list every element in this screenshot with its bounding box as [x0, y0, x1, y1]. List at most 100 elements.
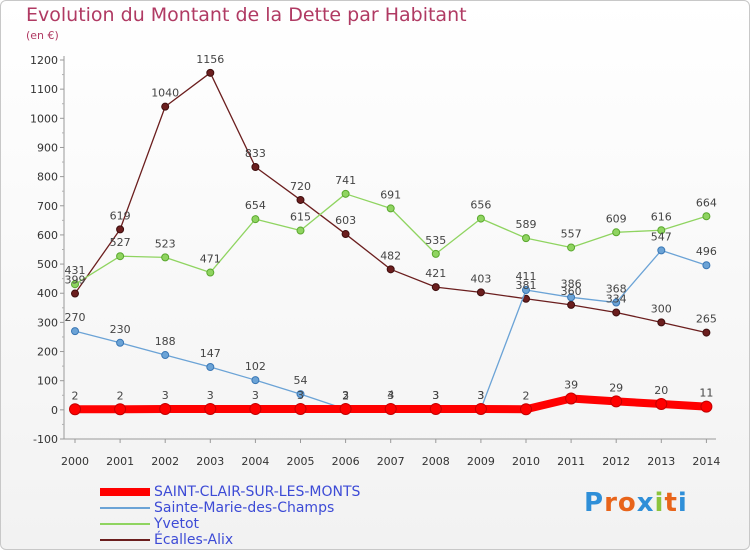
- x-tick-label: 2009: [467, 455, 495, 468]
- data-label: 403: [470, 272, 491, 285]
- data-label: 3: [297, 389, 304, 402]
- data-label: 102: [245, 360, 266, 373]
- data-point-series-0: [700, 400, 713, 413]
- x-tick-label: 2010: [512, 455, 540, 468]
- data-label: 2: [117, 389, 124, 402]
- y-tick-label: 1100: [30, 83, 58, 96]
- data-label: 2: [72, 389, 79, 402]
- data-label: 431: [65, 264, 86, 277]
- data-point-series-0: [204, 402, 217, 415]
- data-point-series-3: [116, 225, 125, 234]
- data-label: 421: [425, 267, 446, 280]
- data-point-series-1: [251, 376, 260, 385]
- data-label: 3: [162, 389, 169, 402]
- data-label: 615: [290, 211, 311, 224]
- x-tick-label: 2011: [557, 455, 585, 468]
- data-point-series-3: [161, 102, 170, 111]
- data-point-series-3: [386, 265, 395, 274]
- data-label: 589: [516, 218, 537, 231]
- data-point-series-2: [476, 214, 485, 223]
- data-label: 334: [606, 292, 627, 305]
- data-label: 523: [155, 237, 176, 250]
- y-tick-label: 800: [37, 171, 58, 184]
- data-point-series-2: [206, 268, 215, 277]
- data-point-series-3: [251, 162, 260, 171]
- data-point-series-1: [702, 261, 711, 270]
- data-point-series-1: [612, 298, 621, 307]
- data-point-series-2: [71, 280, 79, 289]
- data-label: 411: [516, 270, 537, 283]
- data-point-series-1: [567, 293, 576, 302]
- x-tick-label: 2000: [61, 455, 89, 468]
- data-label: 300: [651, 302, 672, 315]
- data-label: 399: [65, 274, 86, 287]
- data-point-series-2: [612, 228, 621, 237]
- data-point-series-3: [657, 318, 666, 327]
- data-label: 654: [245, 199, 266, 212]
- data-point-series-0: [474, 402, 487, 415]
- x-tick-label: 2014: [692, 455, 720, 468]
- data-label: 527: [110, 236, 131, 249]
- data-point-series-2: [296, 226, 305, 235]
- data-point-series-3: [702, 328, 711, 337]
- data-label: 741: [335, 174, 356, 187]
- data-label: 386: [561, 277, 582, 290]
- data-label: 496: [696, 245, 717, 258]
- y-tick-label: 700: [37, 200, 58, 213]
- data-label: 3: [387, 389, 394, 402]
- data-point-series-2: [386, 204, 395, 213]
- data-label: 11: [699, 387, 713, 400]
- data-label: 619: [110, 209, 131, 222]
- x-tick-label: 2003: [196, 455, 224, 468]
- data-label: 188: [155, 335, 176, 348]
- data-label: 603: [335, 214, 356, 227]
- data-point-series-1: [116, 338, 125, 347]
- legend-swatch: [100, 488, 150, 496]
- data-label: 609: [606, 212, 627, 225]
- data-label: 3: [207, 389, 214, 402]
- data-label: 535: [425, 234, 446, 247]
- y-tick-label: -100: [33, 433, 58, 446]
- data-point-series-3: [476, 288, 485, 297]
- data-point-series-0: [565, 392, 578, 405]
- data-label: 664: [696, 196, 717, 209]
- data-label: 720: [290, 180, 311, 193]
- y-tick-label: 1200: [30, 54, 58, 67]
- y-tick-label: 100: [37, 375, 58, 388]
- proxiti-logo: Proxiti: [584, 488, 688, 518]
- data-label: 54: [294, 374, 308, 387]
- data-point-series-0: [69, 403, 81, 416]
- data-label: 656: [470, 199, 491, 212]
- data-label: 471: [200, 253, 221, 266]
- x-tick-label: 2007: [377, 455, 405, 468]
- x-tick-label: 2005: [287, 455, 315, 468]
- chart-title: Evolution du Montant de la Dette par Hab…: [26, 4, 467, 26]
- data-label: 2: [523, 389, 530, 402]
- data-label: 3: [252, 389, 259, 402]
- x-tick-label: 2002: [151, 455, 179, 468]
- data-label: 39: [564, 378, 578, 391]
- data-label: 833: [245, 147, 266, 160]
- data-point-series-2: [702, 212, 711, 221]
- y-tick-label: 900: [37, 141, 58, 154]
- data-point-series-0: [384, 402, 397, 415]
- y-tick-label: 400: [37, 287, 58, 300]
- data-point-series-0: [159, 402, 172, 415]
- data-label: 20: [654, 384, 668, 397]
- data-point-series-2: [431, 249, 440, 258]
- data-point-series-2: [116, 252, 125, 261]
- data-point-series-0: [429, 402, 442, 415]
- data-point-series-0: [610, 395, 623, 408]
- data-point-series-3: [567, 300, 576, 309]
- data-point-series-2: [161, 253, 170, 262]
- data-point-series-2: [657, 226, 666, 235]
- x-tick-label: 2004: [241, 455, 269, 468]
- data-label: 1040: [151, 87, 179, 100]
- data-point-series-2: [567, 243, 576, 252]
- y-tick-label: 1000: [30, 112, 58, 125]
- data-point-series-0: [520, 403, 532, 416]
- data-label: 691: [380, 188, 401, 201]
- data-label: 3: [342, 389, 349, 402]
